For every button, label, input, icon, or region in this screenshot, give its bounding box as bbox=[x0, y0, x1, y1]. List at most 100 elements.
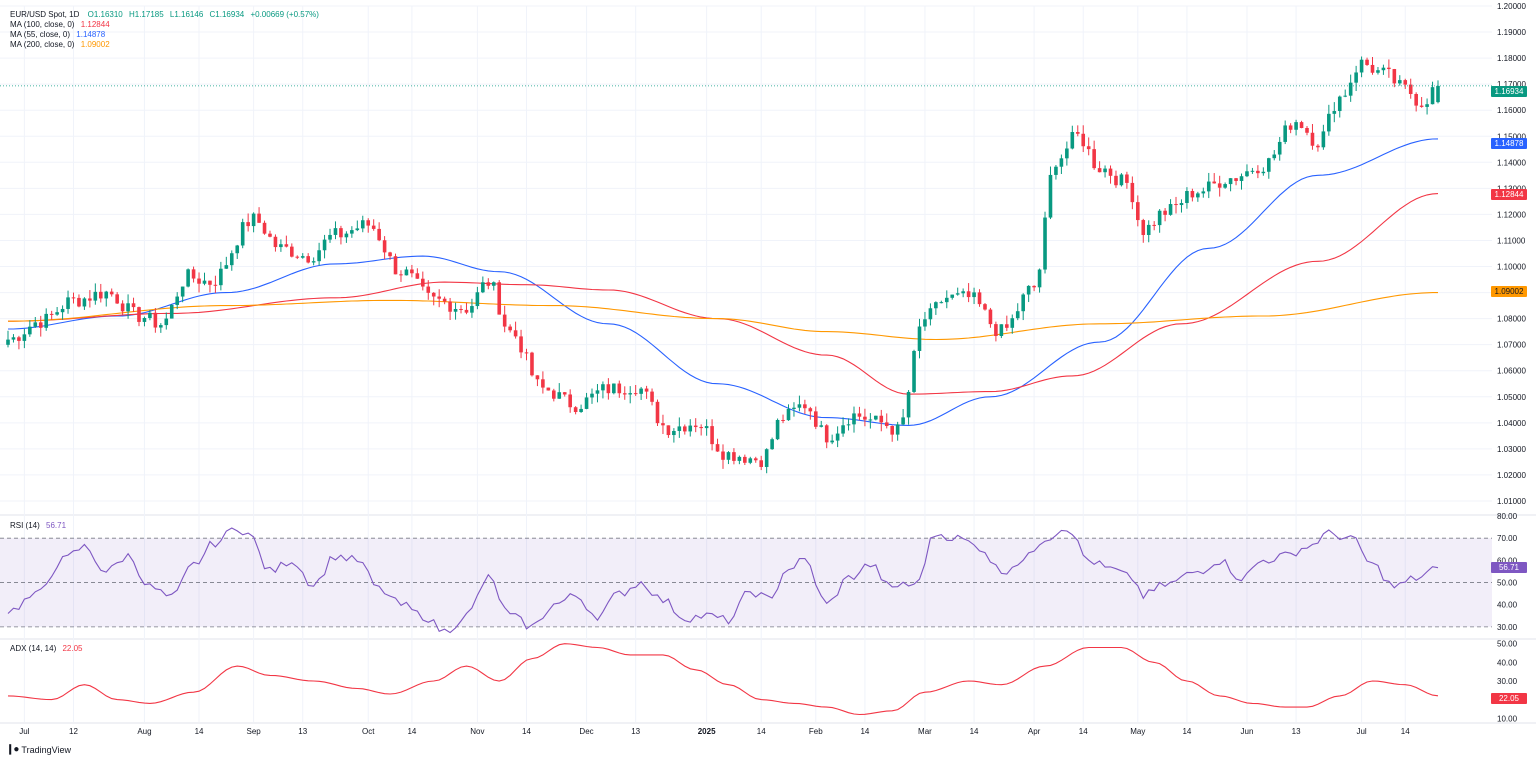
legend-symbol-row[interactable]: EUR/USD Spot, 1D O1.16310 H1.17185 L1.16… bbox=[10, 10, 319, 20]
candle bbox=[71, 292, 76, 304]
candle-body bbox=[764, 449, 769, 467]
candle-body bbox=[339, 228, 343, 238]
candle bbox=[961, 288, 965, 298]
legend-ma55-row[interactable]: MA (55, close, 0) 1.14878 bbox=[10, 30, 319, 40]
candle bbox=[229, 250, 234, 271]
candle-body bbox=[1392, 69, 1397, 84]
candle bbox=[1190, 188, 1195, 202]
candle-body bbox=[251, 213, 256, 227]
candle-body bbox=[360, 220, 365, 229]
price-tick-label: 1.03000 bbox=[1497, 445, 1526, 454]
candle bbox=[584, 392, 589, 410]
candle-body bbox=[955, 293, 960, 295]
ma200-price-tag: 1.09002 bbox=[1491, 286, 1527, 297]
candle bbox=[1141, 218, 1146, 243]
candle bbox=[224, 256, 229, 269]
candle bbox=[459, 305, 463, 314]
candle-body bbox=[164, 318, 169, 326]
candle-body bbox=[1119, 174, 1124, 186]
candle-body bbox=[115, 294, 119, 304]
candle bbox=[830, 434, 834, 445]
rsi-legend[interactable]: RSI (14) 56.71 bbox=[10, 521, 66, 531]
candle-body bbox=[1223, 184, 1227, 188]
candle bbox=[1179, 199, 1184, 213]
time-tick-label: Mar bbox=[918, 727, 932, 736]
candle-body bbox=[699, 427, 703, 429]
candle-body bbox=[1081, 133, 1086, 147]
candle-body bbox=[912, 350, 916, 392]
candle-body bbox=[846, 424, 851, 426]
candle-body bbox=[1092, 149, 1096, 169]
candle bbox=[1299, 120, 1304, 129]
candle-body bbox=[612, 383, 616, 394]
candle bbox=[704, 419, 709, 436]
candle-body bbox=[786, 408, 791, 421]
symbol-label: EUR/USD Spot, 1D bbox=[10, 10, 80, 19]
candle bbox=[792, 402, 796, 417]
candle bbox=[431, 292, 436, 306]
candle-body bbox=[464, 309, 469, 313]
candle-body bbox=[770, 439, 774, 450]
candle bbox=[1097, 161, 1102, 173]
candle bbox=[464, 302, 469, 315]
candle-body bbox=[1376, 70, 1380, 73]
candle bbox=[552, 388, 556, 402]
adx-legend[interactable]: ADX (14, 14) 22.05 bbox=[10, 644, 83, 654]
candle bbox=[421, 271, 425, 291]
candle-body bbox=[82, 298, 87, 307]
candle bbox=[1256, 165, 1260, 179]
candle-body bbox=[399, 274, 403, 276]
candle bbox=[486, 278, 491, 290]
candle bbox=[737, 455, 742, 465]
candle bbox=[246, 213, 250, 232]
candle bbox=[770, 437, 774, 450]
candle bbox=[1316, 144, 1320, 152]
candle-body bbox=[1103, 168, 1107, 173]
candle-body bbox=[983, 304, 987, 310]
candle bbox=[1070, 125, 1075, 150]
candle-body bbox=[1185, 191, 1189, 204]
candle-body bbox=[508, 326, 512, 331]
candle bbox=[49, 310, 54, 320]
candle bbox=[803, 399, 807, 414]
candle-body bbox=[1250, 170, 1255, 172]
candle bbox=[655, 399, 660, 426]
legend-ma200-row[interactable]: MA (200, close, 0) 1.09002 bbox=[10, 40, 319, 50]
candle bbox=[1157, 209, 1162, 233]
candle bbox=[404, 266, 409, 276]
candle-body bbox=[268, 233, 272, 237]
candle-body bbox=[677, 426, 682, 431]
candle-body bbox=[928, 308, 933, 320]
candle bbox=[1392, 68, 1397, 88]
candle bbox=[983, 303, 987, 311]
candle bbox=[1223, 182, 1227, 189]
candle-body bbox=[939, 302, 944, 304]
candle bbox=[1146, 220, 1151, 243]
candle bbox=[109, 288, 114, 297]
candle-body bbox=[481, 282, 485, 293]
candle-body bbox=[1152, 224, 1156, 226]
candle-body bbox=[934, 302, 938, 309]
legend-ma100-row[interactable]: MA (100, close, 0) 1.12844 bbox=[10, 20, 319, 30]
tradingview-logo[interactable]: ❙● TradingView bbox=[6, 744, 71, 755]
candle bbox=[535, 375, 540, 387]
candle-body bbox=[453, 308, 458, 312]
candle-body bbox=[1228, 178, 1233, 185]
candle-body bbox=[6, 339, 10, 345]
candle-body bbox=[257, 213, 261, 223]
candle-body bbox=[33, 322, 38, 327]
candle bbox=[1108, 165, 1113, 184]
candle bbox=[879, 409, 884, 432]
candle bbox=[502, 305, 507, 333]
time-tick-label: Jul bbox=[19, 727, 29, 736]
candle bbox=[410, 264, 414, 278]
candle-body bbox=[579, 408, 583, 413]
candle-body bbox=[1365, 59, 1369, 65]
candle bbox=[923, 311, 927, 331]
candle bbox=[1337, 95, 1342, 118]
candle-body bbox=[1245, 171, 1249, 177]
candle bbox=[240, 218, 245, 249]
time-tick-label: Sep bbox=[246, 727, 261, 736]
candle bbox=[1310, 124, 1315, 150]
